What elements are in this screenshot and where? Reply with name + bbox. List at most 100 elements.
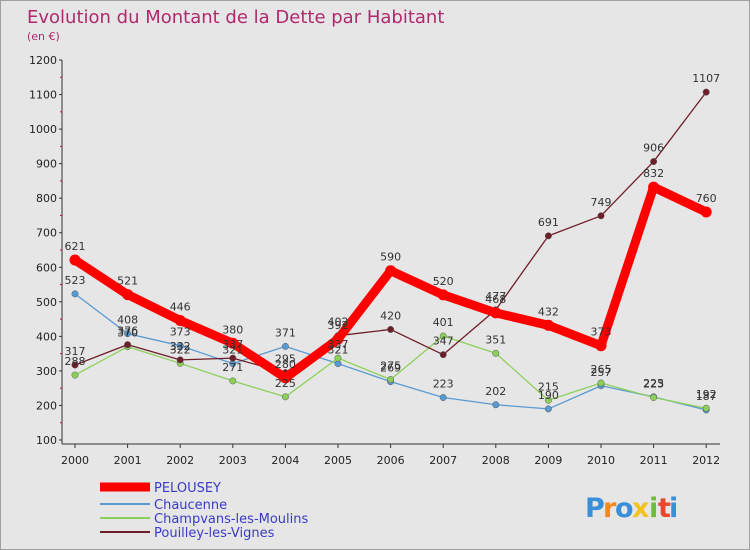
data-label: 523 bbox=[65, 274, 86, 287]
data-label: 337 bbox=[222, 338, 243, 351]
data-point bbox=[71, 371, 79, 379]
data-point bbox=[650, 158, 658, 166]
chart-subtitle: (en €) bbox=[27, 30, 60, 43]
data-label: 332 bbox=[170, 340, 191, 353]
data-point bbox=[387, 376, 395, 383]
logo-letter: o bbox=[615, 493, 634, 524]
data-label: 760 bbox=[696, 192, 717, 205]
y-tick-label: 400 bbox=[36, 330, 57, 343]
data-label: 192 bbox=[696, 388, 717, 401]
data-point bbox=[492, 401, 500, 409]
data-label: 520 bbox=[433, 275, 454, 288]
legend: PELOUSEY ChaucenneChampvans-les-MoulinsPo… bbox=[100, 481, 309, 541]
data-point bbox=[544, 396, 552, 404]
x-tick-label: 2002 bbox=[166, 454, 194, 467]
data-point bbox=[437, 289, 449, 301]
y-tick-label: 1100 bbox=[29, 89, 57, 102]
data-label: 190 bbox=[538, 389, 559, 402]
data-point bbox=[597, 379, 605, 387]
logo-letter: r bbox=[603, 493, 617, 524]
data-label: 392 bbox=[328, 319, 349, 332]
data-point bbox=[702, 88, 710, 96]
series-group bbox=[69, 88, 712, 414]
data-label: 373 bbox=[170, 326, 191, 339]
data-point bbox=[439, 332, 447, 340]
data-label: 380 bbox=[222, 323, 243, 336]
data-label: 376 bbox=[117, 325, 138, 338]
data-point bbox=[174, 314, 186, 326]
data-label: 1107 bbox=[692, 72, 720, 85]
data-label: 402 bbox=[328, 316, 349, 329]
data-point bbox=[439, 394, 447, 401]
data-label: 621 bbox=[65, 240, 86, 253]
data-point bbox=[124, 330, 132, 338]
y-tick-label: 1200 bbox=[29, 54, 57, 67]
data-label: 223 bbox=[433, 378, 454, 391]
data-point bbox=[700, 206, 712, 218]
y-tick-label: 500 bbox=[36, 296, 57, 309]
data-point bbox=[281, 342, 289, 350]
data-point bbox=[334, 354, 342, 362]
x-tick-label: 2009 bbox=[534, 454, 562, 467]
x-tick-label: 2001 bbox=[114, 454, 142, 467]
data-label: 223 bbox=[643, 378, 664, 391]
data-label: 401 bbox=[433, 316, 454, 329]
data-point bbox=[544, 232, 552, 240]
data-point bbox=[597, 212, 605, 220]
data-point bbox=[542, 319, 554, 331]
data-label: 371 bbox=[275, 326, 296, 339]
data-labels: 523 408 373 321 371 321 269 223 202 190 257 225 187 2… bbox=[65, 72, 721, 403]
logo-letter: t bbox=[658, 493, 671, 524]
logo-letter: P bbox=[585, 493, 605, 524]
data-label: 420 bbox=[380, 309, 401, 322]
data-label: 347 bbox=[433, 335, 454, 348]
data-label: 215 bbox=[538, 380, 559, 393]
data-label: 271 bbox=[222, 361, 243, 374]
chart-title: Evolution du Montant de la Dette par Hab… bbox=[27, 7, 444, 28]
data-point bbox=[650, 394, 658, 401]
data-label: 317 bbox=[65, 345, 86, 358]
data-label: 408 bbox=[117, 314, 138, 327]
x-tick-label: 2007 bbox=[429, 454, 457, 467]
logo-letter: i bbox=[669, 493, 678, 524]
legend-label: PELOUSEY bbox=[154, 481, 221, 496]
data-label: 477 bbox=[485, 290, 506, 303]
data-label: 269 bbox=[380, 362, 401, 375]
data-label: 351 bbox=[485, 333, 506, 346]
data-label: 202 bbox=[485, 385, 506, 398]
x-tick-label: 2008 bbox=[482, 454, 510, 467]
data-label: 275 bbox=[380, 360, 401, 373]
data-point bbox=[332, 333, 344, 345]
y-tick-label: 700 bbox=[36, 227, 57, 240]
x-tick-label: 2012 bbox=[692, 454, 720, 467]
data-point bbox=[71, 290, 79, 298]
data-point bbox=[122, 289, 134, 301]
y-tick-label: 200 bbox=[36, 399, 57, 412]
y-tick-label: 100 bbox=[36, 434, 57, 447]
data-point bbox=[69, 254, 81, 266]
data-point bbox=[229, 354, 237, 362]
data-label: 280 bbox=[275, 358, 296, 371]
data-label: 322 bbox=[170, 343, 191, 356]
y-tick-label: 600 bbox=[36, 261, 57, 274]
data-point bbox=[544, 405, 552, 413]
legend-label: Chaucenne bbox=[154, 498, 227, 513]
y-tick-label: 800 bbox=[36, 192, 57, 205]
x-tick-label: 2000 bbox=[61, 454, 89, 467]
data-label: 468 bbox=[485, 293, 506, 306]
data-point bbox=[176, 342, 184, 350]
x-tick-label: 2011 bbox=[640, 454, 668, 467]
data-label: 370 bbox=[117, 327, 138, 340]
data-point bbox=[176, 356, 184, 364]
data-point bbox=[281, 393, 289, 401]
axes: 100 200 300 400 500 600 700 800 900 1000 1100 1200 2… bbox=[29, 54, 720, 467]
data-label: 521 bbox=[117, 275, 138, 288]
data-label: 590 bbox=[380, 251, 401, 264]
data-point bbox=[490, 307, 502, 319]
data-label: 295 bbox=[275, 353, 296, 366]
data-label: 432 bbox=[538, 305, 559, 318]
data-label: 225 bbox=[275, 377, 296, 390]
